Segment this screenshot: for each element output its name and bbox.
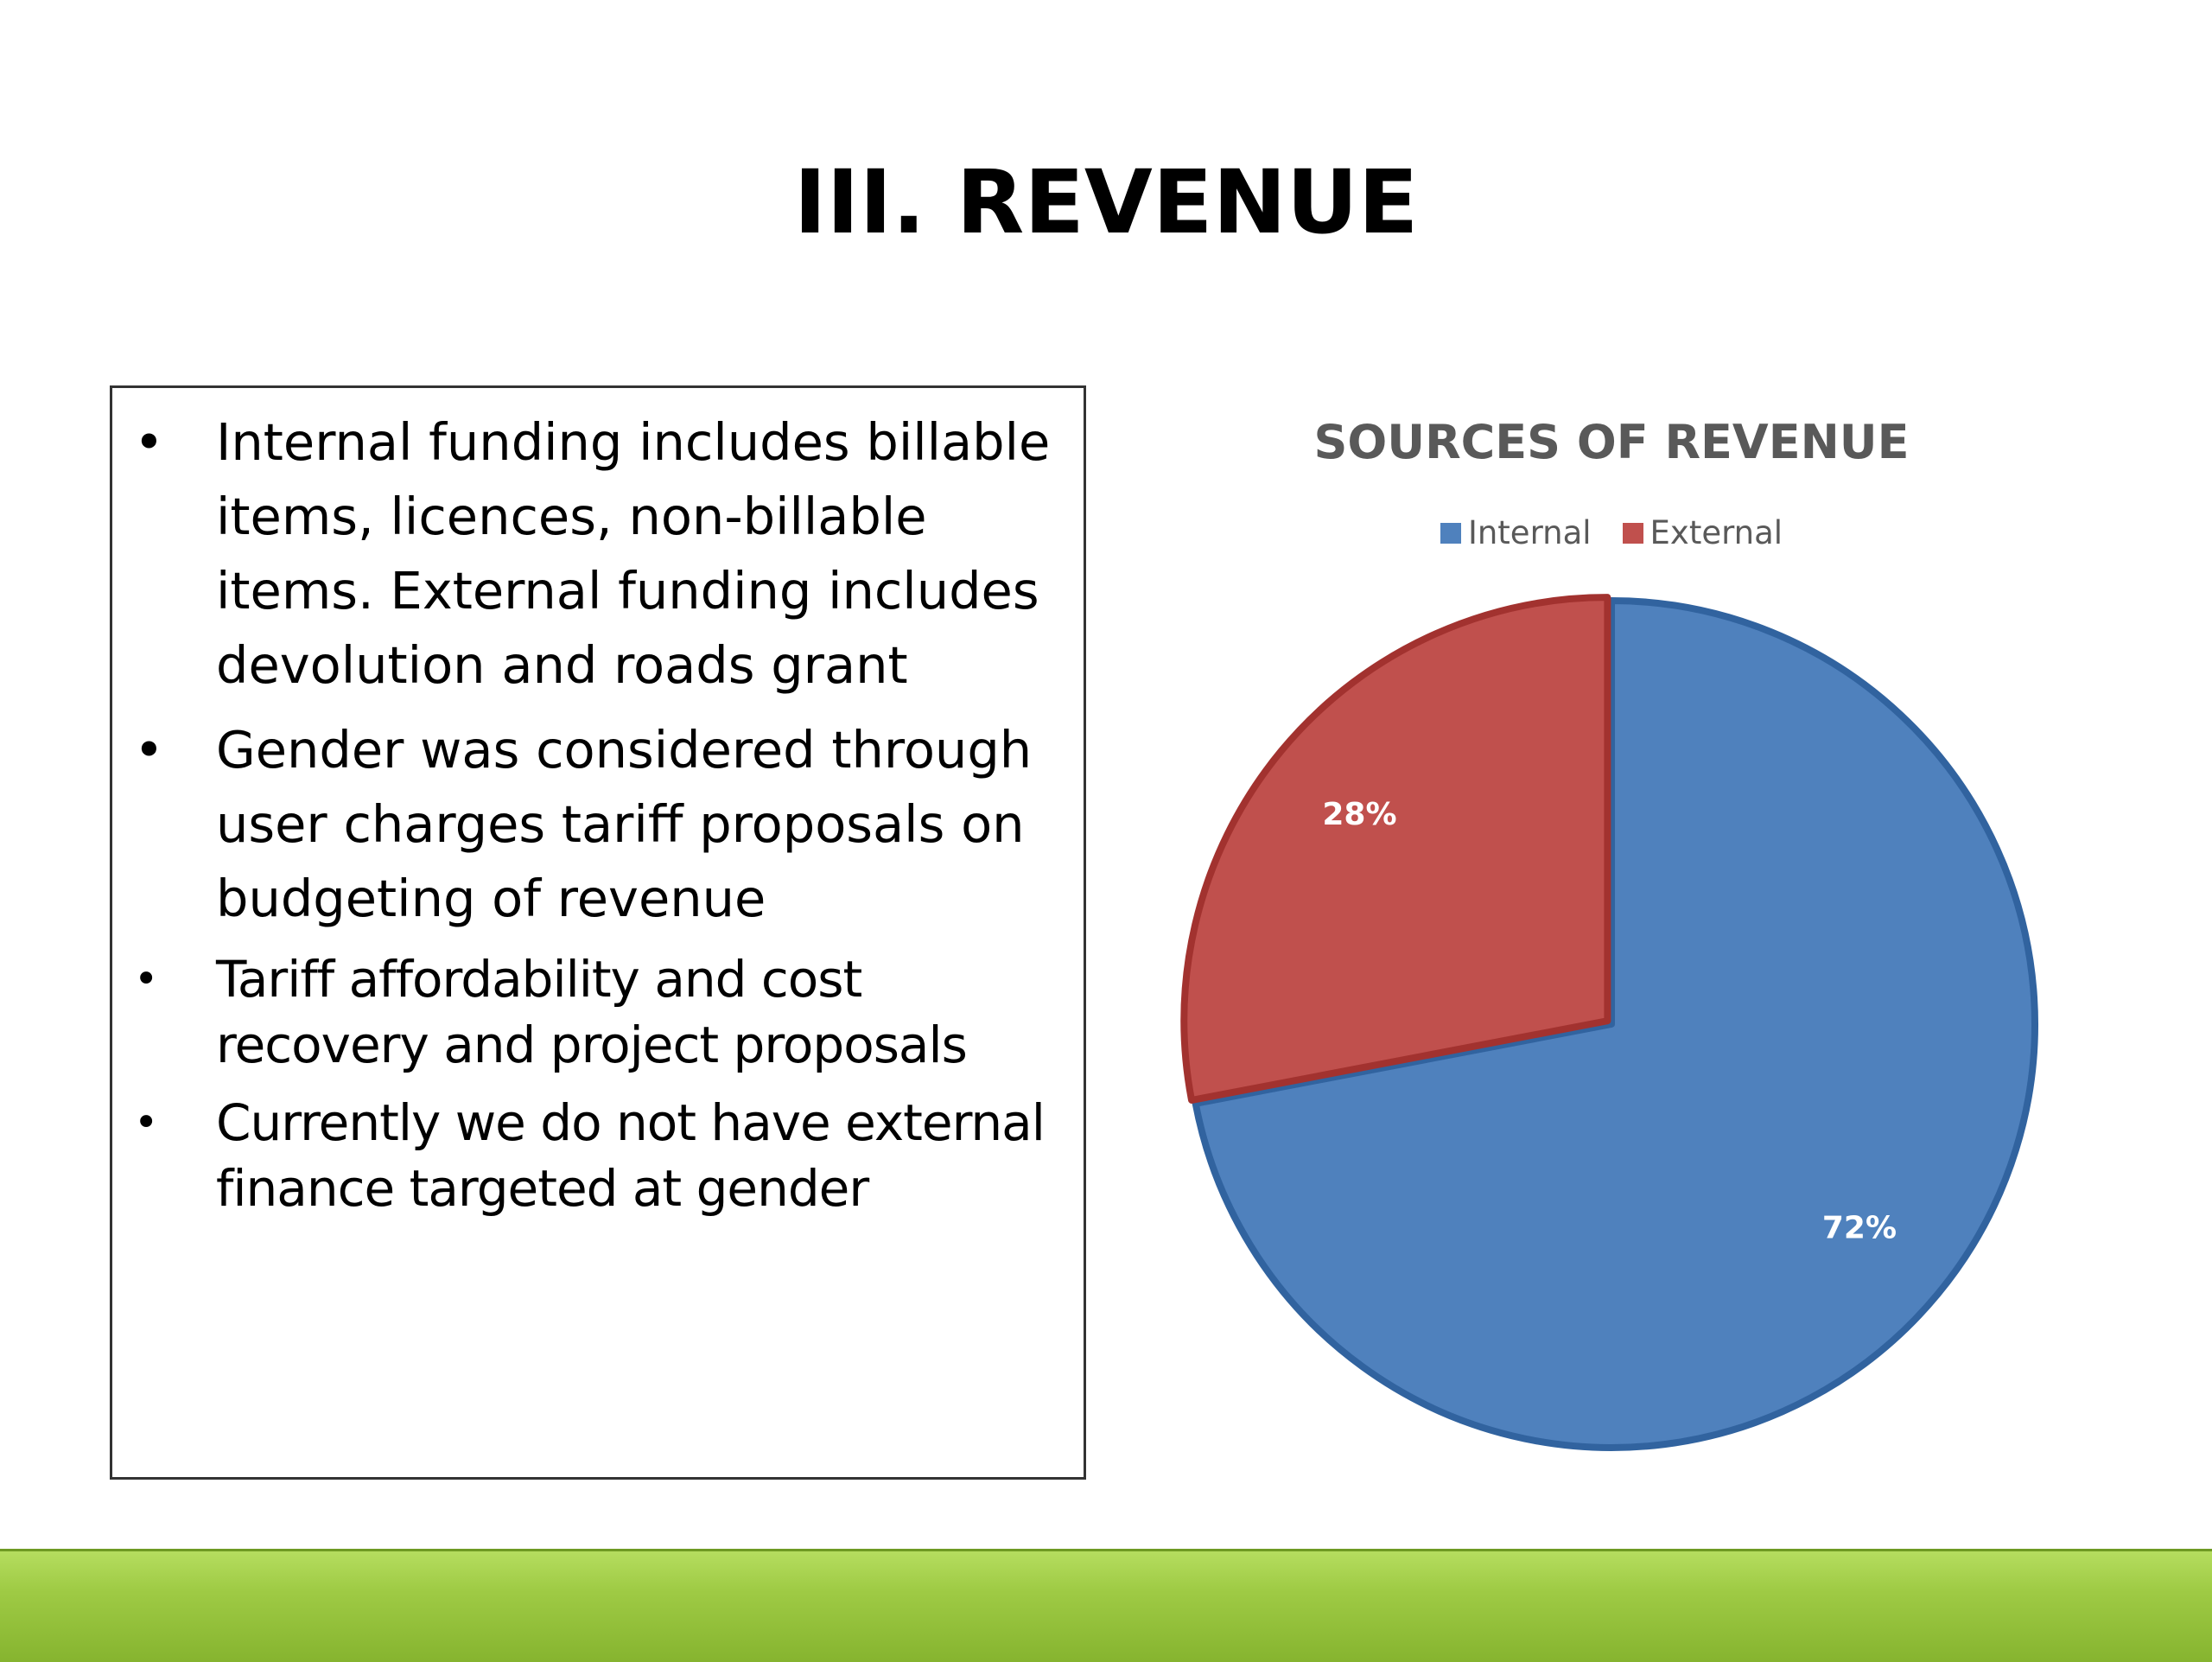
bullet-point-icon: • — [134, 720, 164, 780]
bullet-text: Currently we do not have external financ… — [216, 1093, 1046, 1218]
footer-accent-bar — [0, 1549, 2212, 1662]
pie-slice-internal — [1192, 597, 2038, 1451]
legend-label-external: External — [1649, 514, 1783, 551]
bullet-item: • Tariff affordability and cost recovery… — [112, 946, 1058, 1078]
bullet-item: • Currently we do not have external fina… — [112, 1090, 1058, 1221]
legend-swatch-external — [1622, 522, 1643, 544]
bullet-text-box: • Internal funding includes billable ite… — [110, 385, 1086, 1480]
bullet-list: • Internal funding includes billable ite… — [112, 388, 1084, 1221]
chart-title: SOURCES OF REVENUE — [1313, 415, 1910, 469]
slide-title: III. REVENUE — [793, 151, 1419, 254]
bullet-point-icon: • — [134, 955, 158, 1003]
bullet-point-icon: • — [134, 412, 164, 472]
bullet-text: Internal funding includes billable items… — [216, 412, 1051, 695]
pie-label-external: 28% — [1322, 797, 1396, 832]
pie-label-internal: 72% — [1822, 1210, 1897, 1245]
legend-swatch-internal — [1440, 522, 1461, 544]
bullet-text: Gender was considered through user charg… — [216, 720, 1033, 928]
pie-chart: 72% 28% — [1180, 594, 2038, 1451]
pie-slice-external — [1180, 594, 1611, 1104]
bullet-point-icon: • — [134, 1098, 158, 1147]
legend-label-internal: Internal — [1467, 514, 1592, 551]
bullet-text: Tariff affordability and cost recovery a… — [216, 950, 968, 1074]
bullet-item: • Gender was considered through user cha… — [112, 713, 1058, 936]
legend-item-external: External — [1622, 514, 1783, 551]
bullet-item: • Internal funding includes billable ite… — [112, 405, 1058, 703]
chart-legend: Internal External — [1192, 514, 2031, 551]
legend-item-internal: Internal — [1440, 514, 1592, 551]
